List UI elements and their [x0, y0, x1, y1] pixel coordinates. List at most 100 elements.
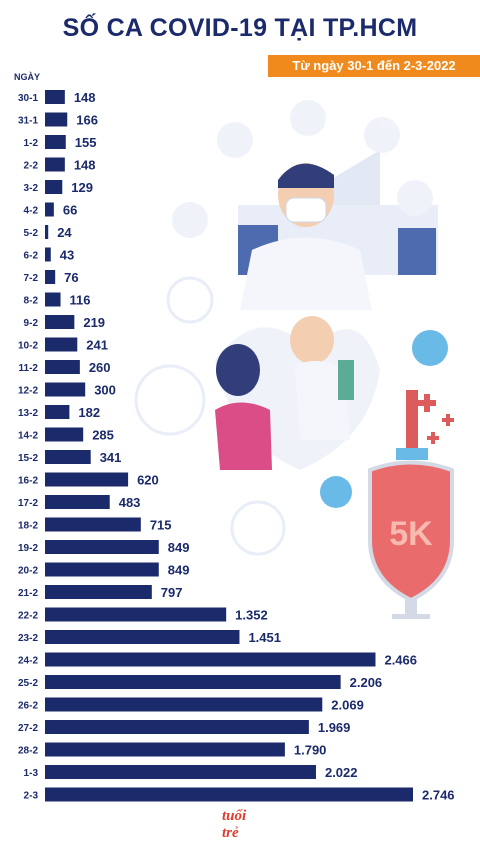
category-label: 5-2	[24, 228, 39, 239]
value-label: 2.022	[325, 765, 358, 780]
category-label: 9-2	[24, 318, 39, 329]
bar	[45, 585, 152, 599]
category-label: 10-2	[18, 341, 38, 352]
category-label: 20-2	[18, 566, 38, 577]
bar	[45, 675, 341, 689]
value-label: 285	[92, 428, 114, 443]
bar	[45, 607, 227, 622]
value-label: 620	[137, 473, 159, 488]
category-label: 21-2	[18, 588, 38, 599]
y-axis-label: NGÀY	[14, 72, 41, 82]
bar	[45, 742, 285, 757]
category-label: 7-2	[24, 273, 39, 284]
value-label: 148	[74, 90, 96, 105]
category-label: 6-2	[24, 251, 39, 262]
bar	[45, 697, 323, 712]
category-label: 2-2	[24, 161, 39, 172]
bar	[45, 787, 413, 802]
value-label: 2.069	[331, 698, 364, 713]
bar	[45, 315, 75, 329]
value-label: 2.466	[384, 653, 417, 668]
bar	[45, 517, 141, 532]
value-label: 43	[60, 248, 74, 263]
category-label: 11-2	[19, 363, 39, 374]
value-label: 116	[70, 293, 91, 308]
category-label: 2-3	[24, 791, 39, 802]
value-label: 129	[71, 180, 93, 195]
bar	[45, 292, 61, 307]
category-label: 17-2	[18, 498, 38, 509]
bar	[45, 450, 91, 464]
bar	[45, 360, 80, 374]
category-label: 3-2	[24, 183, 39, 194]
svg-text:5K: 5K	[389, 515, 433, 553]
value-label: 24	[57, 225, 72, 240]
value-label: 219	[83, 315, 105, 330]
value-label: 260	[89, 360, 111, 375]
category-label: 27-2	[18, 723, 38, 734]
bar	[45, 157, 65, 172]
category-label: 24-2	[18, 656, 38, 667]
bar	[45, 472, 129, 487]
value-label: 2.206	[350, 675, 383, 690]
bar	[45, 495, 110, 509]
value-label: 148	[74, 158, 96, 173]
category-label: 25-2	[18, 678, 38, 689]
value-label: 241	[86, 338, 108, 353]
category-label: 13-2	[18, 408, 38, 419]
category-label: 19-2	[18, 543, 38, 554]
category-label: 22-2	[18, 611, 38, 622]
value-label: 1.969	[318, 720, 351, 735]
bar	[45, 135, 66, 149]
category-label: 4-2	[24, 206, 39, 217]
value-label: 155	[75, 135, 97, 150]
bar	[45, 382, 86, 397]
value-label: 341	[100, 450, 122, 465]
value-label: 76	[64, 270, 78, 285]
bar	[45, 90, 65, 104]
category-label: 1-3	[24, 768, 39, 779]
bar	[45, 652, 376, 667]
bar	[45, 427, 84, 442]
chart-title: SỐ CA COVID-19 TẠI TP.HCM	[62, 14, 418, 42]
category-label: 8-2	[24, 296, 39, 307]
bar	[45, 720, 309, 734]
category-label: 12-2	[18, 386, 38, 397]
category-label: 15-2	[18, 453, 38, 464]
category-label: 26-2	[18, 701, 38, 712]
value-label: 849	[168, 540, 190, 555]
bar	[45, 540, 159, 554]
value-label: 182	[78, 405, 100, 420]
bar	[45, 562, 159, 577]
category-label: 18-2	[18, 521, 38, 532]
value-label: 849	[168, 563, 190, 578]
bar	[45, 765, 316, 779]
category-label: 23-2	[18, 633, 38, 644]
bar	[45, 405, 70, 419]
bar	[45, 202, 54, 217]
category-label: 31-1	[18, 116, 38, 127]
date-range-badge: Từ ngày 30-1 đến 2-3-2022	[268, 55, 480, 77]
category-label: 30-1	[18, 93, 38, 104]
category-label: 1-2	[24, 138, 39, 149]
bar	[45, 112, 68, 127]
bar	[45, 180, 63, 194]
value-label: 797	[161, 585, 183, 600]
value-label: 66	[63, 203, 77, 218]
value-label: 715	[150, 518, 172, 533]
category-label: 28-2	[18, 746, 38, 757]
bar	[45, 270, 56, 284]
value-label: 1.352	[235, 608, 268, 623]
value-label: 166	[76, 113, 98, 128]
value-label: 1.451	[248, 630, 281, 645]
bar	[45, 247, 51, 262]
value-label: 1.790	[294, 743, 327, 758]
publisher-logo: tuổi trẻ	[222, 808, 247, 841]
bar	[45, 630, 240, 644]
bar	[45, 337, 78, 352]
value-label: 300	[94, 383, 116, 398]
value-label: 483	[119, 495, 141, 510]
category-label: 16-2	[18, 476, 38, 487]
